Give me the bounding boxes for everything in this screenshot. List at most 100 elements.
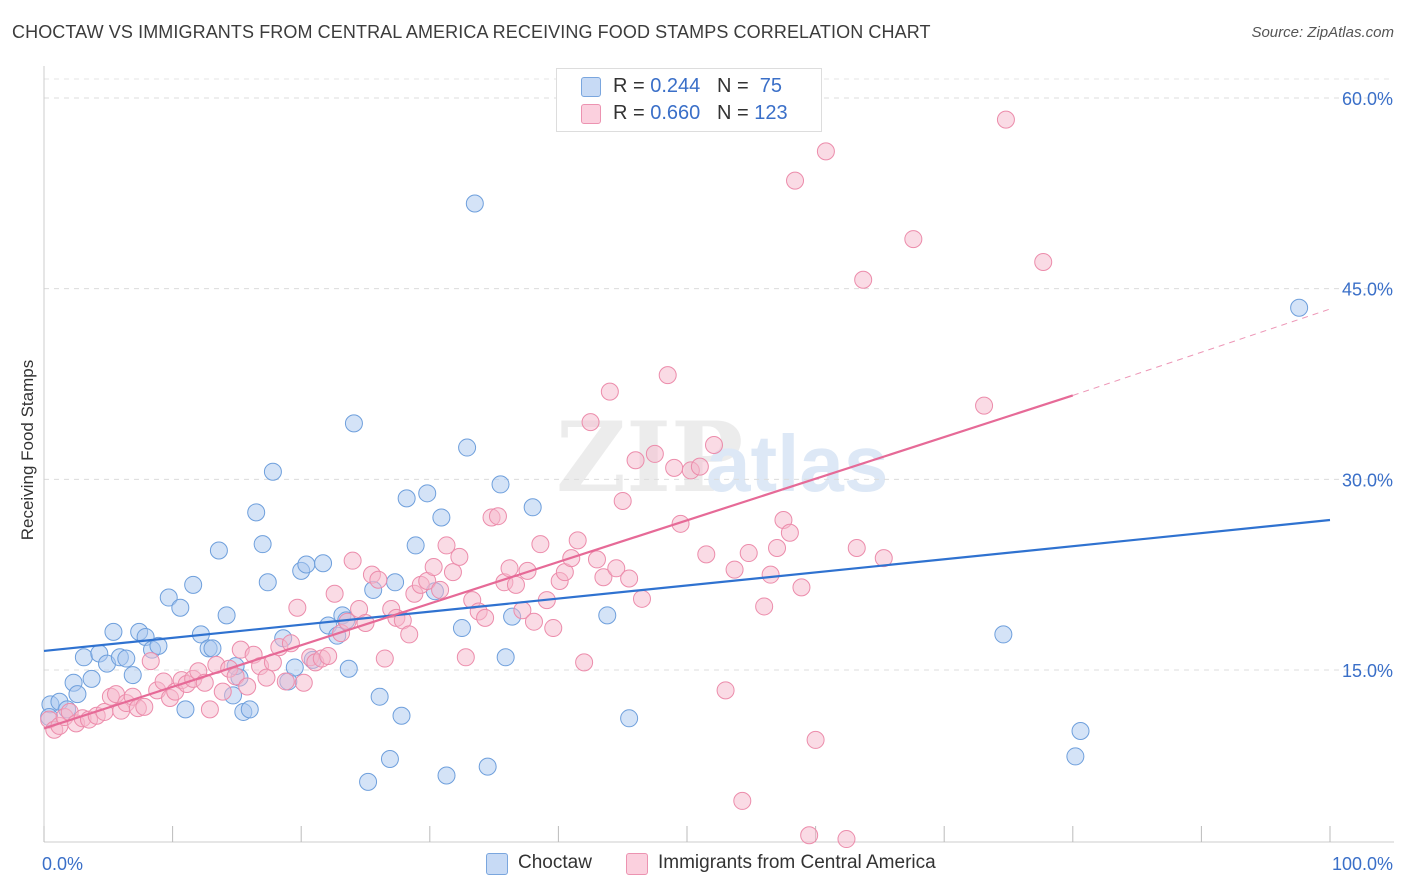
choctaw-point: [406, 536, 425, 555]
choctaw-point: [314, 554, 333, 573]
y-axis-label-box: Receiving Food Stamps: [8, 360, 48, 540]
immigrants-point: [658, 366, 677, 385]
watermark-atlas: atlas: [706, 419, 888, 508]
choctaw-point: [1071, 722, 1090, 741]
immigrants-point: [626, 451, 645, 470]
immigrants-point: [524, 612, 543, 631]
bottom-swatch-choctaw: [486, 853, 508, 875]
immigrants-point: [226, 667, 245, 686]
legend-swatch-choctaw: [581, 77, 601, 97]
tick-labels: 15.0% 30.0% 45.0% 60.0% 0.0% 100.0%: [42, 89, 1393, 874]
choctaw-point: [104, 622, 123, 641]
immigrants-point: [594, 568, 613, 587]
immigrants-point: [488, 507, 507, 526]
choctaw-point: [263, 462, 282, 481]
immigrants-point: [613, 491, 632, 510]
choctaw-point: [432, 508, 451, 527]
immigrants-point: [369, 570, 388, 589]
immigrants-trend-line: [43, 394, 1074, 730]
immigrants-point: [786, 171, 805, 190]
choctaw-point: [159, 588, 178, 607]
choctaw-point: [598, 606, 617, 625]
y-tick-label: 15.0%: [1342, 661, 1393, 681]
choctaw-point: [1290, 298, 1309, 317]
choctaw-point: [397, 489, 416, 508]
immigrants-point: [531, 535, 550, 554]
y-tick-label: 45.0%: [1342, 280, 1393, 300]
immigrants-point: [600, 382, 619, 401]
choctaw-point: [209, 541, 228, 560]
immigrants-point: [645, 444, 664, 463]
immigrants-point: [456, 648, 475, 667]
immigrants-point: [780, 523, 799, 542]
immigrants-point: [854, 270, 873, 289]
immigrants-point: [761, 565, 780, 584]
immigrants-point: [904, 230, 923, 249]
immigrants-point: [476, 608, 495, 627]
choctaw-trend-line: [43, 518, 1331, 653]
choctaw-point: [82, 669, 101, 688]
immigrants-point: [716, 681, 735, 700]
r-value-immigrants: 0.660: [650, 102, 701, 124]
correlation-legend: R = 0.244 N = 75 R = 0.660 N = 123: [556, 68, 822, 132]
choctaw-point: [149, 636, 168, 655]
immigrants-point: [620, 569, 639, 588]
immigrants-point: [755, 597, 774, 616]
choctaw-point: [123, 666, 142, 685]
choctaw-point: [339, 659, 358, 678]
immigrants-trend-extension: [1072, 308, 1331, 396]
immigrants-point: [705, 436, 724, 455]
chart-source: Source: ZipAtlas.com: [1251, 24, 1394, 41]
choctaw-point: [240, 700, 259, 719]
choctaw-point: [380, 749, 399, 768]
immigrants-point: [424, 558, 443, 577]
n-value-choctaw: 75: [759, 75, 783, 97]
choctaw-point: [478, 757, 497, 776]
immigrants-point: [587, 550, 606, 569]
immigrants-point: [319, 647, 338, 666]
choctaw-point: [68, 685, 87, 704]
immigrants-point: [792, 578, 811, 597]
choctaw-point: [452, 619, 471, 638]
immigrants-point: [632, 589, 651, 608]
trend-lines: [43, 308, 1331, 730]
bottom-label-immigrants: Immigrants from Central America: [658, 852, 936, 873]
choctaw-point: [465, 194, 484, 213]
immigrants-point: [135, 697, 154, 716]
immigrants-point: [450, 547, 469, 566]
choctaw-point: [217, 606, 236, 625]
choctaw-point: [496, 648, 515, 667]
immigrants-point: [257, 668, 276, 687]
choctaw-point: [184, 575, 203, 594]
immigrants-point: [768, 538, 787, 557]
immigrants-point: [500, 559, 519, 578]
immigrants-point: [800, 826, 819, 845]
immigrants-point: [431, 580, 450, 599]
chart-title: CHOCTAW VS IMMIGRANTS FROM CENTRAL AMERI…: [12, 22, 931, 42]
immigrants-point: [437, 536, 456, 555]
immigrants-point: [837, 830, 856, 849]
r-value-choctaw: 0.244: [650, 75, 701, 97]
immigrants-point: [375, 649, 394, 668]
immigrants-point: [325, 584, 344, 603]
choctaw-point: [491, 475, 510, 494]
choctaw-point: [437, 766, 456, 785]
immigrants-point: [697, 545, 716, 564]
data-points: [40, 110, 1309, 849]
immigrants-point: [975, 396, 994, 415]
immigrants-point: [276, 672, 295, 691]
immigrants-point: [506, 575, 525, 594]
legend-swatch-immigrants: [581, 104, 601, 124]
immigrants-point: [568, 531, 587, 550]
legend-stats-immigrants: R = 0.660 N = 123: [613, 102, 788, 124]
choctaw-point: [1066, 747, 1085, 766]
immigrants-point: [575, 653, 594, 672]
n-value-immigrants: 123: [754, 102, 788, 124]
choctaw-point: [285, 658, 304, 677]
choctaw-point: [359, 772, 378, 791]
choctaw-point: [176, 700, 195, 719]
bottom-label-choctaw: Choctaw: [518, 852, 592, 873]
y-tick-label: 30.0%: [1342, 470, 1393, 490]
legend-stats-choctaw: R = 0.244 N = 75: [613, 75, 783, 97]
immigrants-point: [1034, 252, 1053, 271]
